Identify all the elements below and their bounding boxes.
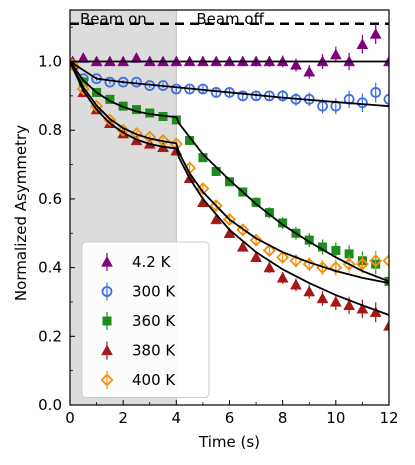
data-point: [225, 177, 234, 187]
data-point: [329, 295, 342, 307]
data-point: [210, 213, 223, 225]
legend-entry-300-k: 300 K: [101, 282, 176, 301]
x-tick-label: 0: [65, 409, 75, 427]
legend-marker: [101, 286, 113, 297]
legend-marker: [101, 344, 113, 356]
data-point: [263, 261, 276, 273]
data-point: [276, 250, 290, 264]
data-point: [262, 243, 276, 257]
data-point: [356, 38, 369, 49]
legend-entry-380-k: 380 K: [101, 341, 176, 360]
x-tick-label: 10: [326, 409, 345, 427]
x-tick-label: 8: [278, 409, 288, 427]
data-point: [277, 90, 289, 102]
data-point: [357, 97, 368, 109]
data-point: [143, 130, 157, 144]
x-tick-label: 4: [172, 409, 182, 427]
x-tick-label: 6: [225, 409, 235, 427]
legend-label: 300 K: [132, 283, 176, 301]
fit-line-380-k: [70, 61, 389, 316]
legend-label: 4.2 K: [132, 253, 172, 271]
y-tick-label: 1.0: [38, 53, 62, 71]
data-point: [290, 58, 302, 70]
data-point: [251, 197, 261, 207]
data-point: [290, 278, 302, 290]
data-point: [383, 93, 389, 105]
x-axis-title: Time (s): [198, 433, 260, 451]
data-point: [236, 240, 249, 252]
legend: 4.2 K 300 K 360 K 380 K 400 K: [81, 241, 210, 398]
data-point: [104, 76, 116, 88]
data-point: [209, 199, 223, 213]
data-point: [329, 48, 342, 60]
data-point: [211, 166, 221, 176]
region-label-beam-on: Beam on: [80, 10, 147, 28]
data-point: [250, 251, 263, 262]
data-point: [116, 123, 130, 137]
data-point: [236, 223, 250, 237]
data-point: [383, 319, 389, 331]
data-point: [303, 285, 316, 297]
data-point: [370, 87, 382, 98]
data-point: [369, 254, 383, 268]
data-point: [278, 218, 288, 228]
y-axis-ticks: 0.0 0.2 0.4 0.6 0.8 1.0: [38, 26, 75, 414]
data-point: [356, 302, 369, 314]
data-point: [303, 65, 316, 77]
x-axis-ticks: 0 2 4 6 8 10 12: [65, 400, 399, 427]
y-tick-label: 0.2: [38, 327, 62, 345]
legend-entry-4-2-k: 4.2 K: [101, 253, 172, 271]
y-tick-label: 0.8: [38, 121, 62, 139]
data-point: [170, 83, 182, 95]
background-regions: [70, 10, 389, 405]
data-point: [355, 257, 369, 271]
y-axis-title: Normalized Asymmetry: [12, 125, 30, 301]
region-label-beam-off: Beam off: [196, 10, 264, 28]
legend-marker: [100, 373, 114, 387]
data-point: [130, 52, 143, 63]
legend-label: 360 K: [132, 312, 176, 330]
data-point: [171, 115, 181, 125]
y-tick-label: 0.6: [38, 190, 62, 208]
data-point: [249, 233, 263, 247]
fit-line-400-k: [70, 61, 389, 284]
data-point: [237, 90, 249, 102]
fit-curves: [70, 60, 389, 316]
series-380-k: [70, 58, 389, 337]
data-point: [77, 52, 90, 63]
data-point: [382, 254, 389, 268]
data-point: [369, 28, 382, 39]
y-tick-label: 0.0: [38, 396, 62, 414]
data-point: [329, 261, 343, 275]
legend-label: 400 K: [132, 371, 176, 389]
data-point: [343, 299, 356, 311]
data-point: [76, 82, 90, 96]
data-point: [302, 257, 316, 271]
legend-label: 380 K: [132, 342, 176, 360]
data-point: [316, 292, 329, 304]
fit-line-300-k: [70, 60, 389, 108]
legend-box: [81, 241, 210, 398]
data-point: [222, 212, 237, 227]
x-tick-label: 2: [118, 409, 128, 427]
legend-entry-360-k: 360 K: [102, 312, 176, 330]
legend-marker: [102, 316, 112, 326]
data-point: [103, 113, 117, 127]
data-point: [156, 133, 170, 148]
y-tick-label: 0.4: [38, 259, 62, 277]
legend-entry-400-k: 400 K: [100, 371, 176, 389]
x-tick-label: 12: [379, 409, 398, 427]
legend-marker: [101, 255, 113, 267]
region-labels: Beam on Beam off: [80, 10, 265, 28]
data-point: [264, 208, 274, 218]
data-point: [276, 271, 289, 283]
data-point: [331, 245, 341, 255]
data-point: [70, 58, 80, 72]
fit-line-360-k: [70, 61, 389, 283]
